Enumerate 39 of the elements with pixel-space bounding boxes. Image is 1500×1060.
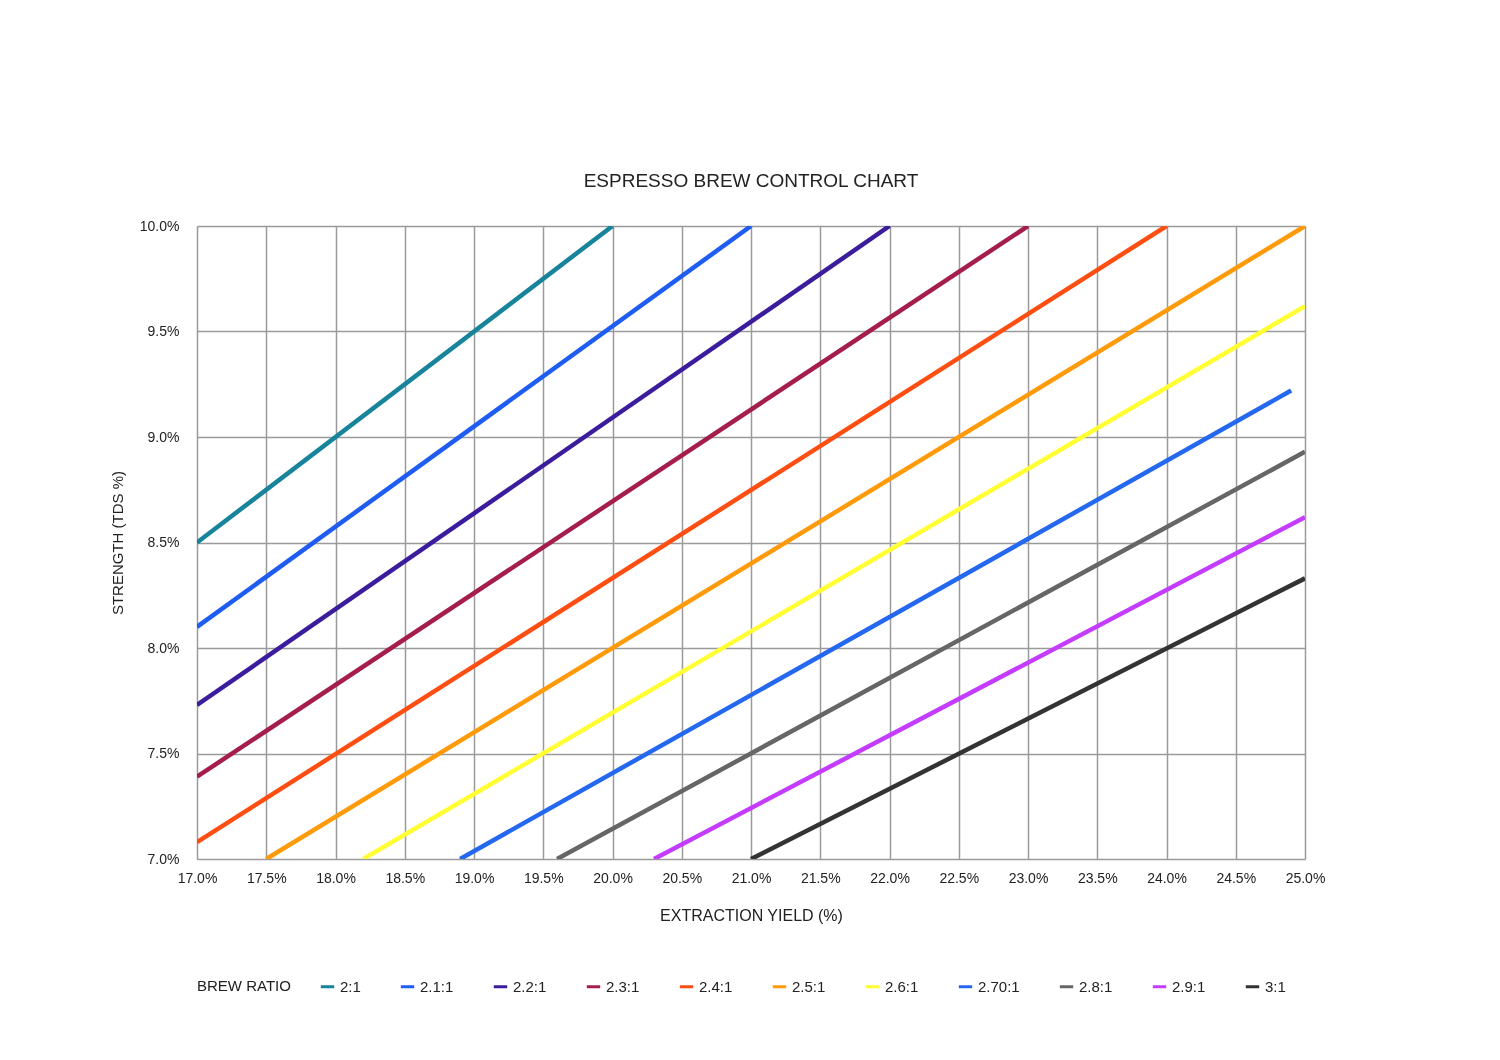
x-tick-label: 19.5% bbox=[523, 869, 564, 886]
legend-label: 2:1 bbox=[340, 977, 361, 995]
x-tick-label: 22.5% bbox=[939, 869, 980, 886]
legend-label: 2.70:1 bbox=[978, 977, 1020, 995]
x-tick-label: 21.5% bbox=[800, 869, 841, 886]
legend-label: 2.9:1 bbox=[1172, 977, 1206, 995]
legend-label: 3:1 bbox=[1265, 977, 1286, 995]
chart-title: ESPRESSO BREW CONTROL CHART bbox=[583, 170, 919, 191]
x-tick-label: 20.5% bbox=[662, 869, 703, 886]
y-tick-label: 10.0% bbox=[139, 217, 180, 234]
legend-label: 2.8:1 bbox=[1079, 977, 1113, 995]
y-tick-label: 8.5% bbox=[147, 534, 180, 550]
legend-label: 2.5:1 bbox=[792, 977, 826, 995]
x-tick-label: 23.5% bbox=[1077, 869, 1118, 886]
legend-label: 2.4:1 bbox=[699, 977, 733, 995]
y-tick-label: 9.0% bbox=[147, 428, 180, 445]
y-tick-label: 7.5% bbox=[147, 745, 180, 761]
y-tick-label: 8.0% bbox=[147, 639, 180, 656]
x-tick-label: 17.5% bbox=[246, 869, 287, 886]
legend-label: 2.1:1 bbox=[420, 977, 454, 995]
legend-title: BREW RATIO bbox=[197, 977, 291, 994]
y-tick-label: 7.0% bbox=[147, 850, 180, 867]
x-tick-label: 20.0% bbox=[593, 869, 633, 886]
x-axis-title: EXTRACTION YIELD (%) bbox=[660, 906, 843, 924]
x-tick-label: 22.0% bbox=[870, 869, 910, 886]
x-tick-label: 18.0% bbox=[316, 869, 356, 886]
y-axis-title: STRENGTH (TDS %) bbox=[108, 470, 126, 616]
x-tick-label: 18.5% bbox=[385, 869, 426, 886]
x-tick-label: 25.0% bbox=[1285, 869, 1326, 886]
x-tick-label: 24.5% bbox=[1216, 869, 1257, 886]
legend-label: 2.6:1 bbox=[885, 977, 919, 995]
legend-label: 2.2:1 bbox=[513, 977, 547, 995]
x-tick-label: 21.0% bbox=[731, 869, 772, 886]
x-tick-label: 17.0% bbox=[177, 869, 218, 886]
y-tick-label: 9.5% bbox=[147, 323, 180, 339]
legend-label: 2.3:1 bbox=[606, 977, 640, 995]
x-tick-label: 24.0% bbox=[1147, 869, 1187, 886]
x-tick-label: 23.0% bbox=[1008, 869, 1049, 886]
x-tick-label: 19.0% bbox=[454, 869, 495, 886]
